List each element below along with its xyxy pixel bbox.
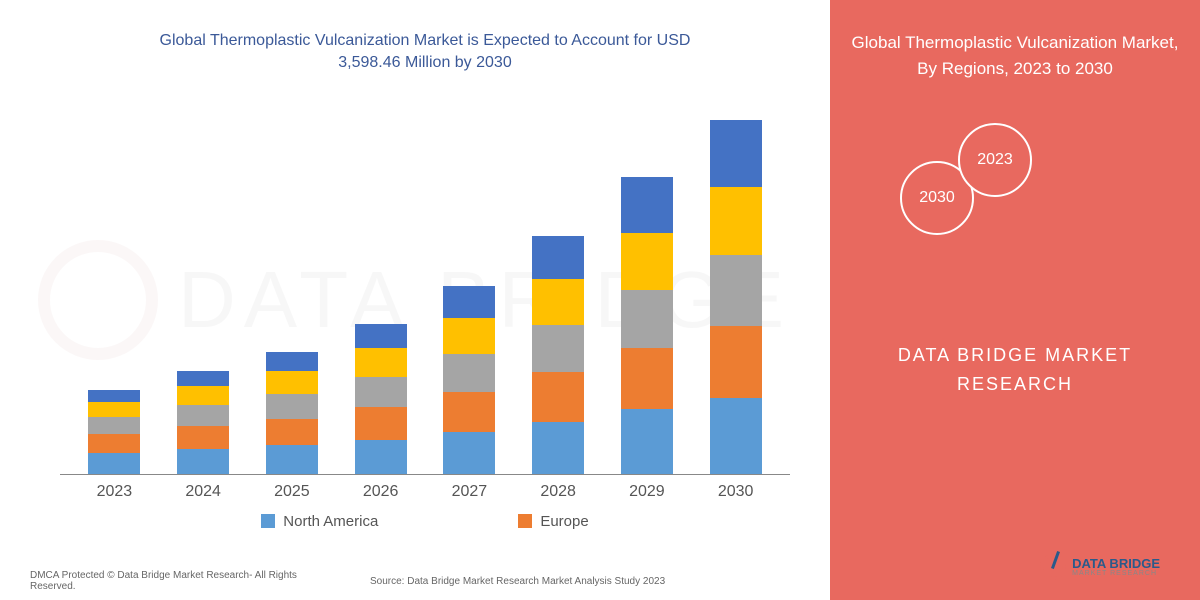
- bar-segment: [710, 326, 762, 398]
- bar-stack: [355, 324, 407, 474]
- footer-logo-main: DATA BRIDGE: [1072, 557, 1160, 570]
- bar-segment: [177, 405, 229, 426]
- legend: North America Europe: [30, 513, 820, 530]
- footer-logo-text: DATA BRIDGE MARKET RESEARCH: [1072, 557, 1160, 577]
- chart-plot: [60, 95, 790, 475]
- bar-segment: [355, 348, 407, 377]
- bar-segment: [177, 426, 229, 449]
- chart-title: Global Thermoplastic Vulcanization Marke…: [145, 30, 705, 75]
- bar-group: [617, 177, 677, 473]
- bar-segment: [443, 354, 495, 392]
- bar-segment: [532, 372, 584, 421]
- x-axis-label: 2027: [439, 483, 499, 501]
- legend-item: Europe: [518, 513, 588, 530]
- x-axis-label: 2024: [173, 483, 233, 501]
- bar-segment: [621, 177, 673, 232]
- bar-segment: [621, 290, 673, 349]
- bar-segment: [177, 371, 229, 386]
- bar-segment: [266, 394, 318, 419]
- bar-segment: [532, 422, 584, 474]
- bar-stack: [266, 352, 318, 474]
- bar-segment: [621, 233, 673, 290]
- right-panel: Global Thermoplastic Vulcanization Marke…: [830, 0, 1200, 600]
- bar-segment: [88, 417, 140, 434]
- bar-segment: [88, 390, 140, 401]
- bar-segment: [621, 409, 673, 474]
- bar-group: [173, 371, 233, 474]
- bar-segment: [443, 286, 495, 318]
- bar-segment: [266, 371, 318, 394]
- bar-segment: [443, 432, 495, 474]
- bar-segment: [177, 449, 229, 474]
- legend-swatch: [261, 514, 275, 528]
- brand-name: DATA BRIDGE MARKET RESEARCH: [850, 341, 1180, 399]
- footer-logo-icon: [1040, 554, 1066, 580]
- bar-segment: [355, 324, 407, 349]
- footer: DMCA Protected © Data Bridge Market Rese…: [0, 570, 1200, 592]
- x-axis-label: 2025: [262, 483, 322, 501]
- year-badge-2023: 2023: [958, 123, 1032, 197]
- bar-segment: [443, 318, 495, 354]
- right-panel-title: Global Thermoplastic Vulcanization Marke…: [850, 30, 1180, 81]
- bar-segment: [710, 120, 762, 187]
- legend-swatch: [518, 514, 532, 528]
- bar-stack: [88, 390, 140, 474]
- bar-segment: [355, 377, 407, 407]
- x-axis-label: 2030: [706, 483, 766, 501]
- bar-segment: [532, 236, 584, 279]
- legend-label: North America: [283, 513, 378, 530]
- main-container: DATA BRIDGE Global Thermoplastic Vulcani…: [0, 0, 1200, 600]
- year-badges: 2030 2023: [880, 121, 1180, 241]
- bar-stack: [710, 120, 762, 473]
- bar-stack: [621, 177, 673, 473]
- bar-segment: [621, 348, 673, 409]
- bar-segment: [532, 325, 584, 373]
- bar-group: [262, 352, 322, 474]
- bar-group: [528, 236, 588, 473]
- bar-stack: [532, 236, 584, 473]
- footer-copyright: DMCA Protected © Data Bridge Market Rese…: [30, 570, 330, 592]
- bar-group: [84, 390, 144, 474]
- bar-segment: [88, 434, 140, 453]
- bar-group: [351, 324, 411, 474]
- chart-area: DATA BRIDGE Global Thermoplastic Vulcani…: [0, 0, 830, 600]
- x-axis-label: 2029: [617, 483, 677, 501]
- bar-segment: [355, 407, 407, 439]
- x-axis-label: 2026: [351, 483, 411, 501]
- bar-segment: [710, 187, 762, 255]
- bar-stack: [177, 371, 229, 474]
- bar-segment: [88, 402, 140, 417]
- x-axis-label: 2028: [528, 483, 588, 501]
- x-axis-labels: 2023 2024 2025 2026 2027 2028 2029 2030: [60, 483, 790, 501]
- bar-segment: [266, 352, 318, 371]
- x-axis-label: 2023: [84, 483, 144, 501]
- bar-group: [706, 120, 766, 473]
- footer-logo: DATA BRIDGE MARKET RESEARCH: [1040, 554, 1160, 580]
- bars-container: [60, 95, 790, 474]
- bar-group: [439, 286, 499, 474]
- footer-logo-sub: MARKET RESEARCH: [1072, 570, 1160, 577]
- legend-label: Europe: [540, 513, 588, 530]
- legend-item: North America: [261, 513, 378, 530]
- bar-segment: [88, 453, 140, 474]
- bar-segment: [710, 398, 762, 474]
- bar-segment: [266, 445, 318, 474]
- bar-segment: [355, 440, 407, 474]
- bar-segment: [710, 255, 762, 325]
- bar-segment: [177, 386, 229, 405]
- bar-segment: [266, 419, 318, 446]
- bar-segment: [532, 279, 584, 325]
- bar-stack: [443, 286, 495, 474]
- bar-segment: [443, 392, 495, 432]
